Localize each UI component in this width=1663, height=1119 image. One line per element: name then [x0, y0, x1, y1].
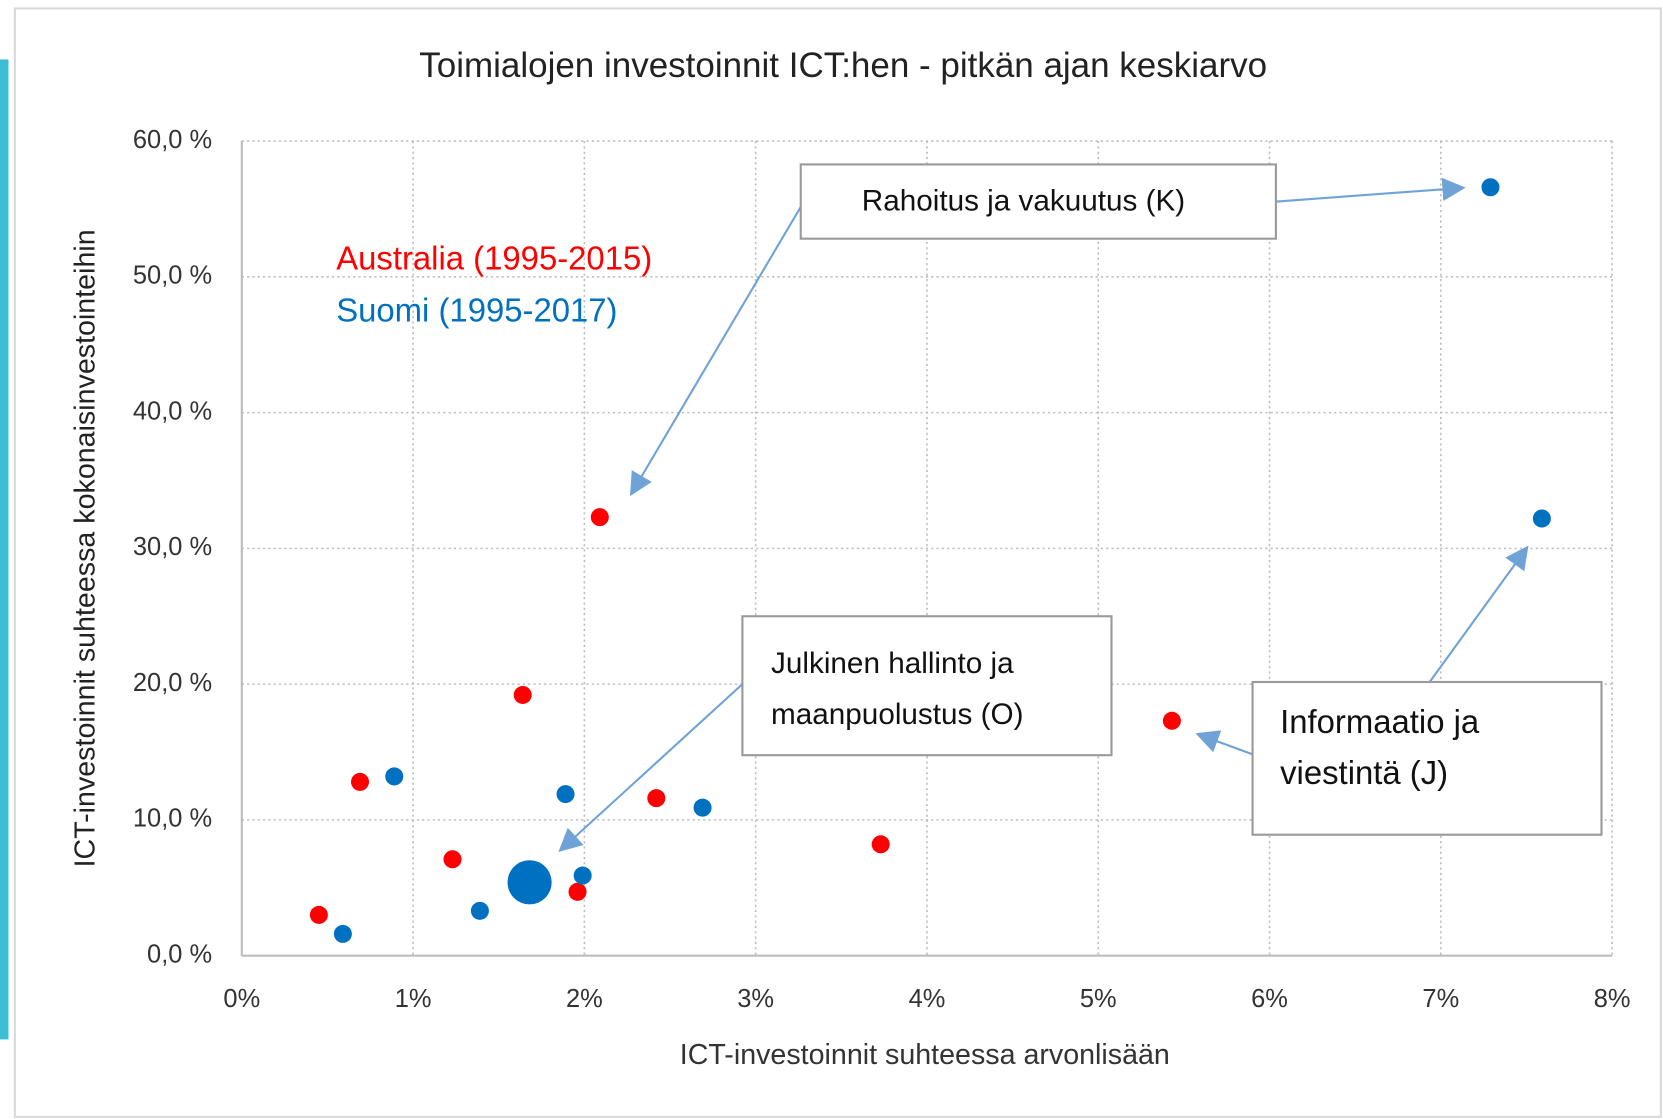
point [507, 860, 552, 905]
y-tick-label: 0,0 % [147, 940, 212, 968]
point [1532, 509, 1551, 528]
y-axis-label: ICT-investoinnit suhteessa kokonaisinves… [70, 229, 102, 867]
point [871, 835, 890, 854]
y-tick-label: 40,0 % [133, 397, 212, 425]
point [513, 685, 532, 704]
legend-entry: Australia (1995-2015) [336, 240, 652, 277]
x-tick-label: 7% [1422, 985, 1459, 1013]
annotation-text: maanpuolustus (O) [771, 698, 1023, 731]
x-tick-label: 0% [223, 985, 260, 1013]
point [443, 850, 462, 869]
point [568, 882, 587, 901]
y-tick-label: 50,0 % [133, 262, 212, 290]
point [309, 905, 328, 924]
annotation-text: Julkinen hallinto ja [771, 647, 1014, 680]
y-tick-label: 20,0 % [133, 669, 212, 697]
arrow [1428, 545, 1529, 683]
annotation-text: Informaatio ja [1280, 703, 1480, 740]
point [350, 772, 370, 791]
axes: 0,0 % 10,0 % 20,0 % 30,0 % 40,0 % 50,0 % 60,0 … [133, 126, 1631, 1013]
annotations: Rahoitus ja vakuutus (K) Julkinen hallin… [558, 163, 1603, 853]
point [470, 901, 489, 920]
annotation-text: Rahoitus ja vakuutus (K) [862, 184, 1185, 217]
chart-title: Toimialojen investoinnit ICT:hen - pitkä… [419, 46, 1267, 85]
x-tick-label: 6% [1251, 985, 1288, 1013]
annotation-text: viestintä (J) [1280, 754, 1448, 791]
x-tick-label: 5% [1080, 985, 1117, 1013]
y-tick-label: 10,0 % [133, 805, 212, 833]
x-axis-label: ICT-investoinnit suhteessa arvonlisään [680, 1039, 1170, 1071]
point [590, 508, 609, 527]
point [693, 798, 712, 817]
point [333, 924, 352, 943]
marks [309, 178, 1551, 943]
point [573, 866, 592, 885]
annotation-box [741, 615, 1113, 757]
legend: Australia (1995-2015) Suomi (1995-2017) [336, 240, 652, 329]
annotation-box [1251, 680, 1603, 836]
side-accent [0, 59, 9, 1040]
annotation-box [799, 163, 1277, 240]
point [1481, 178, 1500, 197]
arrow [629, 206, 802, 497]
arrow [558, 683, 744, 853]
arrow [1276, 177, 1466, 203]
point [556, 785, 575, 804]
x-tick-label: 4% [909, 985, 946, 1013]
x-tick-label: 2% [566, 985, 603, 1013]
y-tick-label: 30,0 % [133, 533, 212, 561]
x-tick-label: 8% [1594, 985, 1631, 1013]
frame [13, 7, 1662, 1118]
arrow [1195, 730, 1256, 757]
point [647, 789, 666, 808]
y-tick-label: 60,0 % [133, 126, 212, 154]
legend-entry: Suomi (1995-2017) [336, 292, 617, 329]
point [385, 767, 404, 786]
point [1162, 711, 1181, 730]
x-tick-label: 3% [737, 985, 774, 1013]
x-tick-label: 1% [395, 985, 432, 1013]
